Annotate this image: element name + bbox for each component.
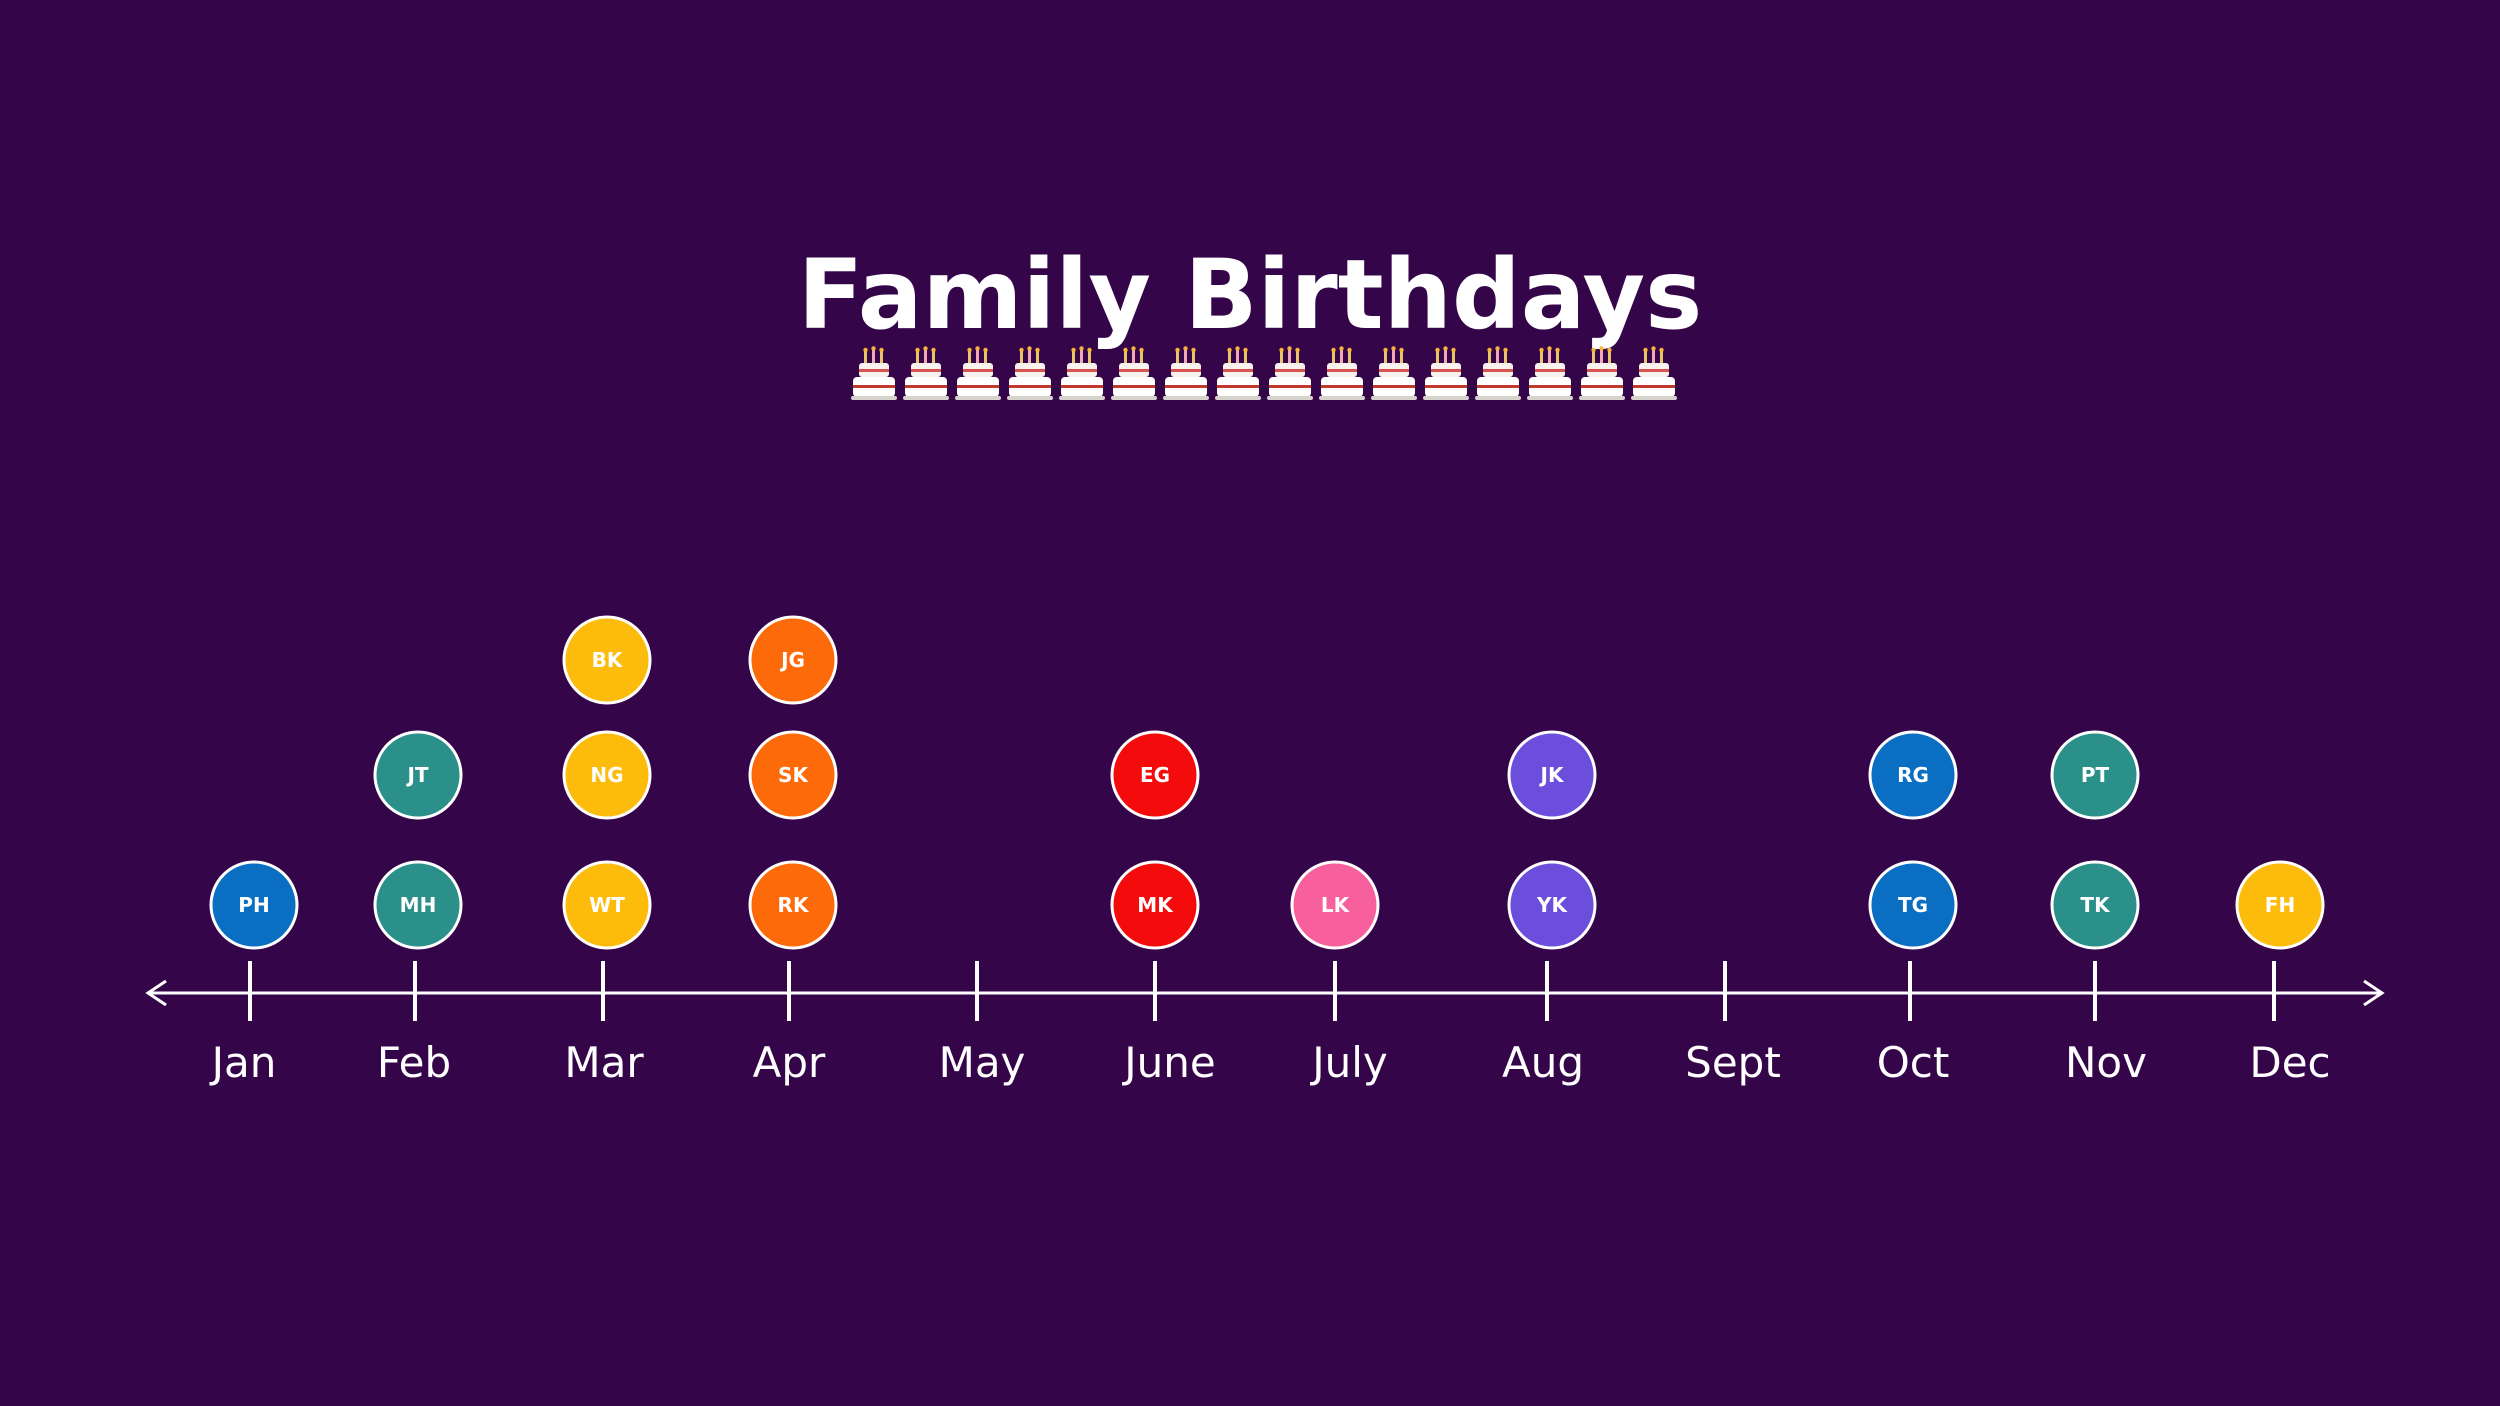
birthday-bubble: JG [748, 615, 838, 705]
birthday-initials: JG [779, 648, 805, 672]
birthday-circle [2050, 860, 2140, 950]
birthday-initials: WT [589, 893, 625, 917]
birthday-circle [748, 730, 838, 820]
birthday-circle [373, 860, 463, 950]
birthday-circle [2235, 860, 2325, 950]
month-label: Sept [1685, 1038, 1781, 1087]
birthday-initials: MH [400, 893, 437, 917]
month-label: Apr [753, 1038, 826, 1087]
birthday-initials: SK [778, 763, 809, 787]
birthday-initials: FH [2265, 893, 2295, 917]
birthday-bubble: JK [1507, 730, 1597, 820]
birthday-bubble: RK [748, 860, 838, 950]
birthday-bubble: SK [748, 730, 838, 820]
birthday-bubble: PT [2050, 730, 2140, 820]
birthday-bubble: MH [373, 860, 463, 950]
birthday-initials: EG [1140, 763, 1170, 787]
month-label: Jan [209, 1038, 277, 1087]
slide-title: Family Birthdays [797, 239, 1703, 351]
month-label: June [1121, 1038, 1215, 1087]
birthday-circle [1110, 860, 1200, 950]
birthday-bubble: FH [2235, 860, 2325, 950]
birthday-initials: JT [405, 763, 428, 787]
birthday-initials: RK [778, 893, 810, 917]
birthday-bubbles: PH MH JT WT NG BK RK SK JG MK EG LK YK JK TG RG TK PT FH [209, 615, 2325, 950]
month-label: Feb [377, 1038, 451, 1087]
birthday-bubble: TK [2050, 860, 2140, 950]
birthday-bubble: PH [209, 860, 299, 950]
birthday-bubble: YK [1507, 860, 1597, 950]
birthday-circle [373, 730, 463, 820]
month-label: Mar [564, 1038, 644, 1087]
birthday-circle [1868, 860, 1958, 950]
birthday-bubble: TG [1868, 860, 1958, 950]
birthday-circle [562, 730, 652, 820]
birthday-bubble: RG [1868, 730, 1958, 820]
birthday-initials: LK [1321, 893, 1351, 917]
birthday-circle [1507, 860, 1597, 950]
birthday-initials: BK [592, 648, 624, 672]
birthday-initials: TG [1898, 893, 1928, 917]
birthday-circle [562, 615, 652, 705]
birthday-initials: PT [2081, 763, 2110, 787]
month-label: Dec [2249, 1038, 2330, 1087]
axis-arrow-left-icon [145, 979, 167, 1007]
birthday-initials: JK [1539, 763, 1565, 787]
birthday-circle [1507, 730, 1597, 820]
month-label: May [939, 1038, 1026, 1087]
birthday-initials: TK [2080, 893, 2111, 917]
month-label: Nov [2065, 1038, 2147, 1087]
axis-arrow-right-icon [2363, 979, 2385, 1007]
month-label: Aug [1502, 1038, 1584, 1087]
birthday-circle [562, 860, 652, 950]
birthday-circle [1110, 730, 1200, 820]
birthday-bubble: JT [373, 730, 463, 820]
birthday-bubble: NG [562, 730, 652, 820]
birthday-circle [2050, 730, 2140, 820]
birthday-initials: RG [1897, 763, 1929, 787]
birthday-initials: MK [1137, 893, 1174, 917]
birthday-initials: PH [238, 893, 269, 917]
birthday-circle [209, 860, 299, 950]
birthday-bubble: EG [1110, 730, 1200, 820]
birthday-bubble: MK [1110, 860, 1200, 950]
birthday-bubble: WT [562, 860, 652, 950]
birthday-initials: NG [590, 763, 623, 787]
month-label: Oct [1877, 1038, 1950, 1087]
birthday-initials: YK [1536, 893, 1568, 917]
birthday-bubble: LK [1290, 860, 1380, 950]
birthday-circle [748, 860, 838, 950]
timeline-axis: Jan Feb Mar Apr May June July Aug Sept Oct Nov Dec [145, 961, 2385, 1087]
birthday-circle [748, 615, 838, 705]
birthday-circle [1868, 730, 1958, 820]
month-label: July [1309, 1038, 1388, 1087]
birthday-bubble: BK [562, 615, 652, 705]
birthday-circle [1290, 860, 1380, 950]
